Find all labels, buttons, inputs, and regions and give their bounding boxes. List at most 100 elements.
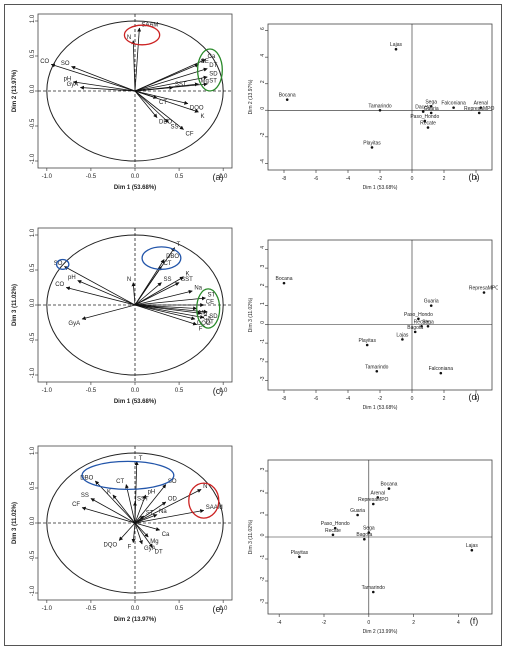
point-label-sega: Sega — [425, 99, 437, 105]
vector-ss — [90, 498, 136, 524]
vector-label-n: N — [127, 35, 131, 41]
vector-label-ss: SS — [81, 493, 89, 499]
point-label-guaria: Guaria — [424, 106, 439, 112]
vector-ca — [134, 522, 161, 531]
vector-label-k: K — [107, 490, 111, 496]
vector-label-ph: pH — [68, 275, 76, 281]
point-label-tamarindo: Tamarindo — [365, 364, 389, 370]
vector-label-n: N — [203, 484, 207, 490]
panel-label: (a) — [213, 172, 224, 182]
y-tick-label: -3 — [260, 599, 266, 604]
point-lajas — [394, 47, 398, 51]
vector-dt — [134, 304, 205, 319]
y-tick-label: 2 — [260, 489, 266, 492]
vector-sst — [134, 85, 174, 92]
x-tick-label: -4 — [346, 396, 351, 402]
x-tick-label: 1.0 — [219, 606, 228, 612]
panel-label: (f) — [470, 616, 479, 626]
x-tick-label: 4 — [475, 176, 478, 182]
point-label-bagota: Bagota — [407, 325, 423, 331]
x-tick-label: 4 — [457, 620, 460, 626]
vector-label-ph: pH — [64, 76, 72, 82]
point-label-arenal: Arenal — [371, 490, 385, 496]
vector-gya — [81, 304, 136, 321]
point-lajas — [401, 338, 404, 341]
y-tick-label: 0.5 — [30, 263, 36, 272]
vector-label-ca: Ca — [203, 315, 211, 321]
x-tick-label: 0.5 — [175, 388, 184, 394]
x-tick-label: -0.5 — [86, 174, 97, 180]
point-playitas — [370, 146, 374, 149]
point-represampo — [371, 502, 375, 506]
point-bocana — [285, 98, 289, 101]
panel-label: (c) — [213, 386, 224, 396]
vector-dt — [134, 67, 208, 92]
vector-label-sd: SD — [209, 72, 218, 78]
y-tick-label: 2 — [260, 283, 266, 286]
point-tamarindo — [371, 590, 375, 594]
vector-label-sst: SST — [181, 277, 193, 283]
point-label-bocana: Bocana — [276, 276, 293, 282]
vector-dqo — [134, 90, 189, 105]
vector-n — [131, 40, 136, 92]
x-tick-label: 0 — [411, 176, 414, 182]
panel-c: -1.0 -0.5 0.0 0.5 1.0 -1.0 -0.5 0.0 0.5 1.0 Dim 1 … — [12, 227, 233, 405]
point-recate — [420, 324, 423, 328]
point-label-playitas: Playitas — [358, 338, 376, 344]
vector-label-dqo: DQO — [197, 321, 211, 327]
x-tick-label: 0 — [411, 396, 414, 402]
x-axis-label: Dim 1 (53.68%) — [114, 185, 156, 191]
vector-label-k: K — [186, 272, 190, 278]
vector-sd — [134, 75, 208, 92]
vector-so — [64, 266, 136, 306]
y-axis-label: Dim 3 (11.02%) — [12, 284, 18, 326]
vector-n — [131, 282, 136, 306]
point-tamarindo — [378, 108, 382, 112]
vector-label-ca: Ca — [162, 532, 170, 538]
x-tick-label: 0.5 — [175, 606, 184, 612]
figure-frame — [4, 4, 502, 646]
y-tick-label: -2 — [260, 577, 266, 582]
vector-label-dqo: DQO — [190, 106, 204, 112]
highlight-ellipse — [196, 48, 223, 92]
x-tick-label: -8 — [282, 176, 287, 182]
x-tick-label: -2 — [322, 620, 327, 626]
point-label-playitas: Playitas — [291, 550, 309, 556]
x-tick-label: 0.0 — [131, 174, 140, 180]
vector-k — [112, 494, 136, 524]
x-tick-label: -6 — [314, 176, 319, 182]
highlight-ellipse — [188, 482, 220, 519]
point-paso-hondo — [333, 526, 337, 530]
y-tick-label: -1.0 — [30, 367, 36, 378]
y-axis-label: Dim 3 (11.02%) — [12, 502, 18, 544]
highlight-ellipse — [196, 288, 221, 329]
panel-label: (d) — [469, 392, 480, 402]
point-label-sega: Sega — [363, 526, 375, 532]
point-label-bagota: Bagota — [356, 532, 372, 538]
y-tick-label: 4 — [260, 54, 266, 57]
point-label-guaria: Guaria — [424, 299, 439, 305]
x-axis-label: Dim 2 (13.97%) — [114, 617, 156, 623]
vector-label-st: ST — [146, 511, 154, 517]
vector-mg — [134, 304, 198, 311]
point-label-playitas: Playitas — [363, 140, 381, 146]
point-label-bocana: Bocana — [279, 93, 296, 99]
point-recate — [331, 533, 335, 537]
y-tick-label: 0 — [260, 533, 266, 536]
y-tick-label: 0.5 — [30, 49, 36, 58]
x-tick-label: -2 — [378, 396, 383, 402]
vector-label-cf: CF — [186, 132, 194, 138]
highlight-ellipse — [123, 24, 161, 46]
point-falconiana — [439, 371, 443, 375]
x-tick-label: -1.0 — [42, 174, 53, 180]
y-tick-label: 1.0 — [30, 14, 36, 23]
x-axis-label: Dim 1 (53.68%) — [114, 399, 156, 405]
vector-label-dt: DT — [206, 320, 214, 326]
vector-label-sst: SST — [175, 82, 187, 88]
vector-ca — [134, 59, 206, 92]
point-sega — [367, 531, 371, 534]
vector-label-gya: GyA — [144, 546, 156, 552]
x-tick-label: 0.5 — [175, 174, 184, 180]
x-tick-label: 1.0 — [219, 388, 228, 394]
vector-label-dt: DT — [209, 63, 217, 69]
